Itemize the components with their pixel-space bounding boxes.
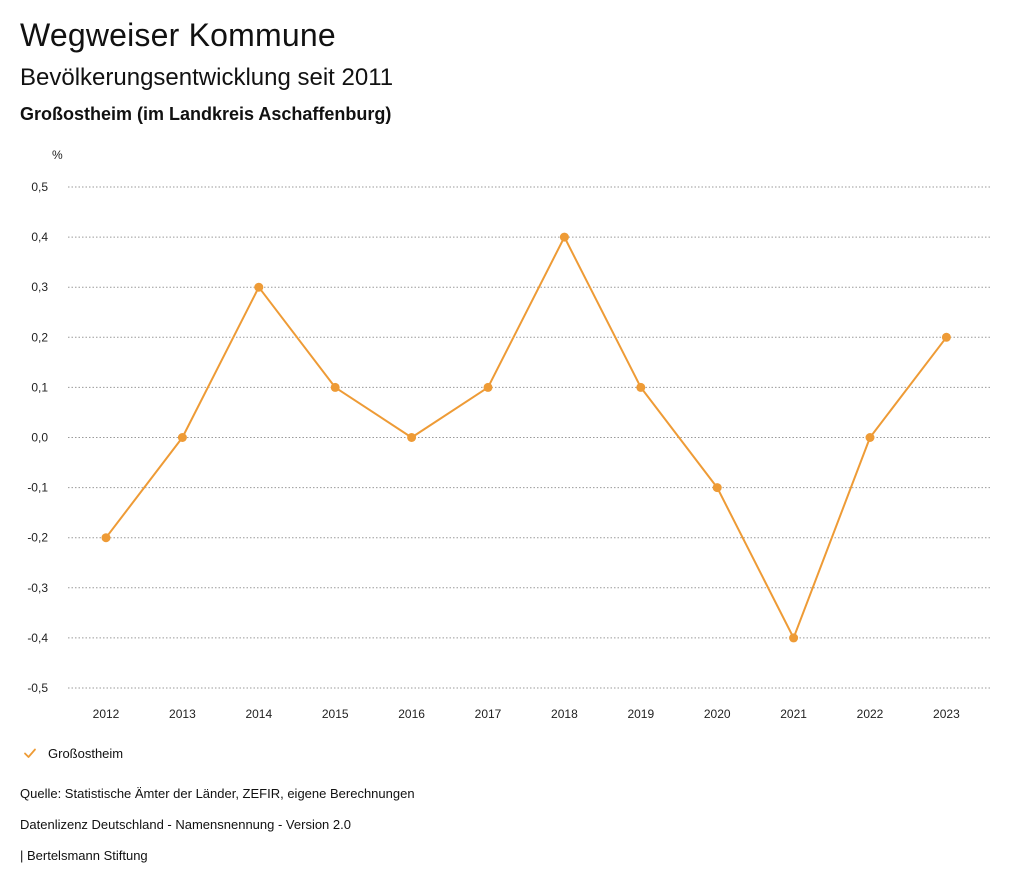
x-tick-label: 2015 bbox=[322, 707, 349, 721]
source-note: Quelle: Statistische Ämter der Länder, Z… bbox=[20, 786, 415, 801]
data-point[interactable] bbox=[177, 433, 187, 442]
data-point[interactable] bbox=[559, 232, 569, 242]
x-tick-label: 2023 bbox=[933, 707, 960, 721]
y-tick-label: -0,3 bbox=[27, 581, 48, 595]
x-tick-label: 2016 bbox=[398, 707, 425, 721]
y-tick-label: -0,2 bbox=[27, 531, 48, 545]
line-chart: % 0,5 0,4 0,3 0,2 0,1 0,0 -0,1 -0,2 -0,3 -0,4 -0,5… bbox=[27, 148, 990, 721]
data-point[interactable] bbox=[865, 433, 875, 442]
x-tick-label: 2012 bbox=[93, 707, 120, 721]
data-point[interactable] bbox=[254, 282, 264, 292]
data-point[interactable] bbox=[330, 382, 340, 392]
data-point[interactable] bbox=[712, 483, 722, 493]
y-tick-label: 0,1 bbox=[31, 380, 48, 394]
page-title: Wegweiser Kommune bbox=[20, 17, 336, 53]
y-tick-label: 0,4 bbox=[31, 230, 48, 244]
x-tick-label: 2022 bbox=[857, 707, 884, 721]
x-tick-label: 2013 bbox=[169, 707, 196, 721]
x-tick-label: 2017 bbox=[475, 707, 502, 721]
data-point[interactable] bbox=[101, 533, 111, 543]
y-tick-label: 0,0 bbox=[31, 431, 48, 445]
chart-subtitle: Bevölkerungsentwicklung seit 2011 bbox=[20, 64, 394, 91]
data-point[interactable] bbox=[636, 382, 646, 392]
y-tick-label: -0,4 bbox=[27, 631, 48, 645]
data-point[interactable] bbox=[941, 332, 951, 342]
x-tick-label: 2020 bbox=[704, 707, 731, 721]
y-tick-label: -0,5 bbox=[27, 681, 48, 695]
series-line bbox=[105, 236, 948, 639]
x-tick-label: 2021 bbox=[780, 707, 807, 721]
y-axis-unit-label: % bbox=[52, 148, 63, 162]
y-tick-label: 0,2 bbox=[31, 330, 48, 344]
license-note: Datenlizenz Deutschland - Namensnennung … bbox=[20, 817, 351, 832]
region-label: Großostheim (im Landkreis Aschaffenburg) bbox=[20, 104, 392, 124]
y-tick-label: -0,1 bbox=[27, 481, 48, 495]
x-tick-label: 2019 bbox=[627, 707, 654, 721]
x-tick-label: 2014 bbox=[245, 707, 272, 721]
data-point[interactable] bbox=[407, 433, 417, 442]
x-tick-label: 2018 bbox=[551, 707, 578, 721]
data-point[interactable] bbox=[789, 633, 799, 643]
chart-legend[interactable]: Großostheim bbox=[22, 745, 123, 761]
publisher-note: | Bertelsmann Stiftung bbox=[20, 848, 148, 863]
y-tick-label: 0,3 bbox=[31, 280, 48, 294]
data-point[interactable] bbox=[483, 382, 493, 392]
checkmark-icon bbox=[24, 748, 36, 758]
y-tick-label: 0,5 bbox=[31, 180, 48, 194]
legend-label: Großostheim bbox=[48, 745, 124, 761]
